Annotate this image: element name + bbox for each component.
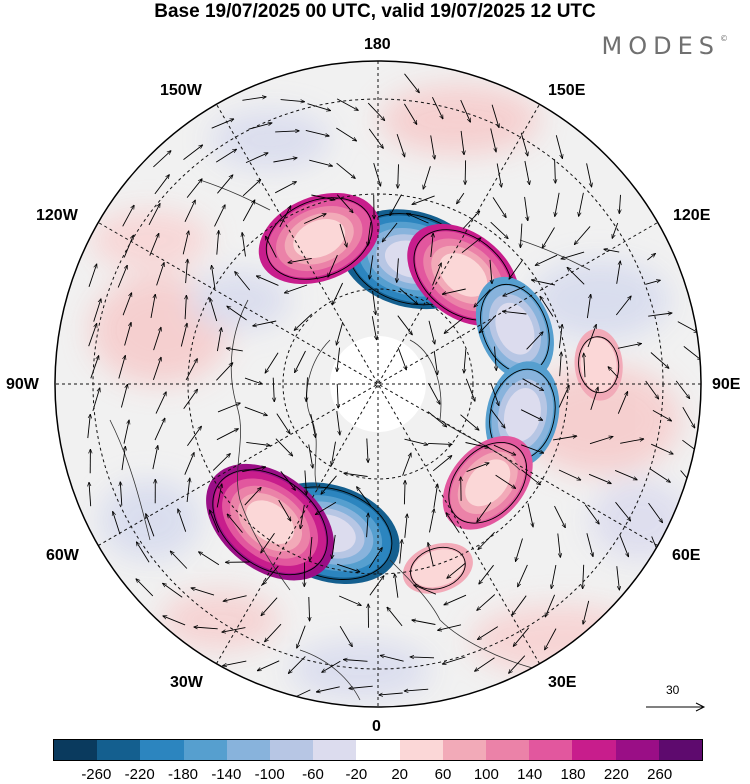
colorbar-tick-label: -100 (255, 766, 285, 783)
colorbar-swatch (313, 740, 356, 760)
colorbar-tick-label: -180 (168, 766, 198, 783)
colorbar-tick-label: 100 (474, 766, 499, 783)
colorbar-swatch (356, 740, 399, 760)
colorbar-tick-label: 140 (517, 766, 542, 783)
reference-vector-label: 30 (666, 683, 679, 697)
colorbar-tick-label: -60 (302, 766, 324, 783)
colorbar-tick-label: -260 (81, 766, 111, 783)
map-disk-content (50, 55, 710, 715)
lon-label-60e: 60E (672, 547, 700, 565)
colorbar-swatch (97, 740, 140, 760)
reference-vector: 30 (644, 683, 710, 717)
colorbar-swatch (443, 740, 486, 760)
brand-mark: © (720, 34, 728, 43)
lon-label-60w: 60W (46, 547, 79, 565)
lon-label-90e: 90E (712, 376, 740, 394)
colorbar-tick-label: 20 (391, 766, 408, 783)
lon-label-30w: 30W (170, 674, 203, 692)
wind-arrow (465, 160, 466, 184)
colorbar-swatch (400, 740, 443, 760)
lon-label-120w: 120W (36, 207, 78, 225)
colorbar-ticks: -260 -220 -180 -140 -100 -60 -20 20 60 100 140 180 2… (0, 766, 750, 784)
colorbar-swatch (54, 740, 97, 760)
lon-label-150w: 150W (160, 82, 202, 100)
colorbar-tick-label: -220 (125, 766, 155, 783)
brand-name: MODES (602, 32, 720, 60)
colorbar-tick-label: -140 (211, 766, 241, 783)
colorbar-swatch (140, 740, 183, 760)
colorbar-swatch (616, 740, 659, 760)
lon-label-120e: 120E (673, 207, 710, 225)
colorbar-tick-label: -20 (345, 766, 367, 783)
lon-label-90w: 90W (6, 376, 39, 394)
chart-title: Base 19/07/2025 00 UTC, valid 19/07/2025… (0, 0, 750, 24)
lon-label-180: 180 (364, 36, 391, 54)
colorbar-swatch (572, 740, 615, 760)
colorbar-swatch (184, 740, 227, 760)
colorbar (53, 739, 703, 761)
colorbar-tick-label: 260 (647, 766, 672, 783)
colorbar-swatch (529, 740, 572, 760)
colorbar-swatch (659, 740, 702, 760)
colorbar-swatch (486, 740, 529, 760)
lon-label-30e: 30E (548, 674, 576, 692)
colorbar-tick-label: 60 (435, 766, 452, 783)
colorbar-tick-label: 220 (604, 766, 629, 783)
lon-label-0: 0 (372, 718, 381, 736)
brand-logo: MODES© (602, 32, 728, 60)
colorbar-swatch (227, 740, 270, 760)
lon-label-150e: 150E (548, 82, 585, 100)
colorbar-tick-label: 180 (560, 766, 585, 783)
colorbar-swatch (270, 740, 313, 760)
